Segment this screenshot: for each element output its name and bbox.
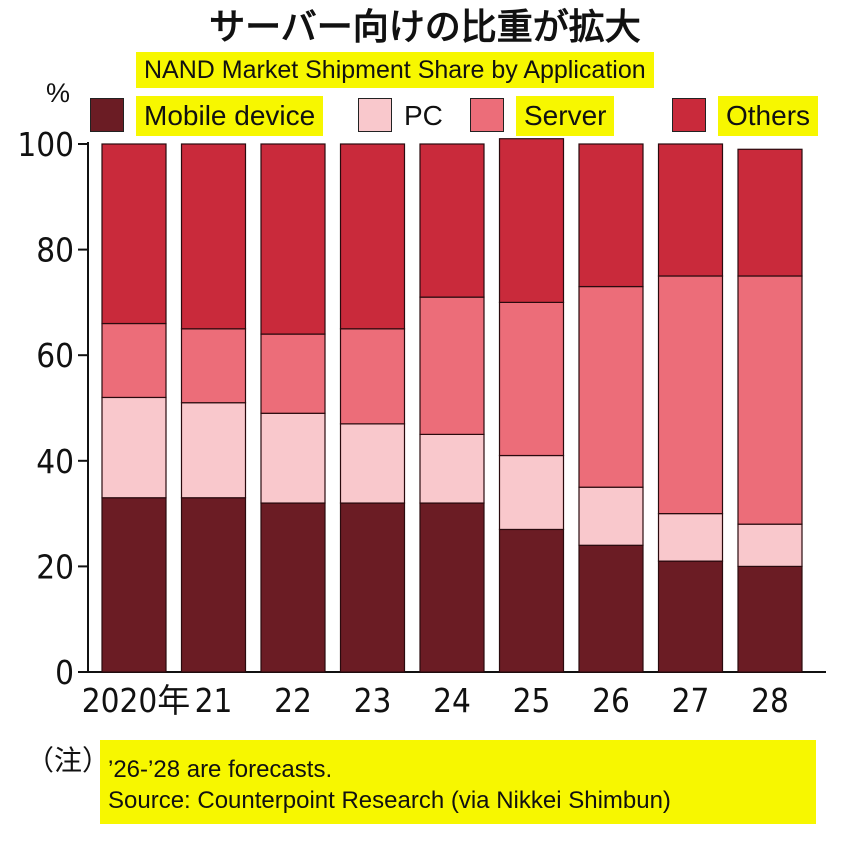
bar-segment-mobile-device-8: [738, 566, 802, 672]
legend-swatch-server: [470, 98, 504, 132]
bar-segment-pc-3: [341, 424, 405, 503]
bar-segment-others-5: [500, 139, 564, 303]
bar-segment-others-7: [659, 144, 723, 276]
y-tick-label-20: 20: [36, 547, 74, 586]
bar-segment-others-3: [341, 144, 405, 329]
x-tick-label-4: 24: [433, 681, 471, 720]
bar-segment-pc-7: [659, 514, 723, 562]
chart-title: サーバー向けの比重が拡大: [0, 4, 850, 52]
bar-segment-pc-8: [738, 524, 802, 566]
bar-segment-pc-1: [182, 403, 246, 498]
legend-swatch-others: [672, 98, 706, 132]
bar-segment-server-4: [420, 297, 484, 434]
legend-swatch-pc: [358, 98, 392, 132]
bar-segment-mobile-device-7: [659, 561, 723, 672]
bar-segment-pc-5: [500, 456, 564, 530]
legend-swatch-mobile-device: [90, 98, 124, 132]
x-tick-label-0: 2020年: [82, 681, 191, 720]
bar-segment-mobile-device-0: [102, 498, 166, 672]
y-tick-label-40: 40: [36, 442, 74, 481]
note-box: ’26-’28 are forecasts. Source: Counterpo…: [100, 740, 816, 824]
bar-segment-others-0: [102, 144, 166, 324]
unit-label: %: [46, 78, 70, 109]
bar-segment-mobile-device-1: [182, 498, 246, 672]
y-tick-label-60: 60: [36, 336, 74, 375]
note-forecast-line: ’26-’28 are forecasts.: [108, 754, 808, 785]
x-tick-label-8: 28: [751, 681, 789, 720]
bar-segment-mobile-device-5: [500, 529, 564, 672]
bar-segment-server-8: [738, 276, 802, 524]
x-tick-label-2: 22: [274, 681, 312, 720]
y-tick-label-0: 0: [55, 653, 74, 692]
bar-segment-pc-6: [579, 487, 643, 545]
bar-segment-server-0: [102, 324, 166, 398]
note-source-line: Source: Counterpoint Research (via Nikke…: [108, 785, 808, 816]
x-tick-label-6: 26: [592, 681, 630, 720]
bar-segment-server-6: [579, 287, 643, 488]
bar-segment-others-8: [738, 149, 802, 276]
bar-segment-server-1: [182, 329, 246, 403]
bar-segment-server-5: [500, 302, 564, 455]
bar-segment-mobile-device-3: [341, 503, 405, 672]
bar-segment-mobile-device-6: [579, 545, 643, 672]
y-tick-label-80: 80: [36, 231, 74, 270]
note-prefix: （注）: [26, 744, 110, 778]
bar-segment-pc-2: [261, 413, 325, 503]
stacked-bar-chart: 0 20 40 60 80 100 2020年21 22 23 24 25 26 27 28: [0, 130, 850, 740]
y-tick-label-100: 100: [17, 130, 74, 164]
bar-segment-others-6: [579, 144, 643, 287]
bar-segment-server-3: [341, 329, 405, 424]
bar-segment-others-2: [261, 144, 325, 334]
x-tick-label-5: 25: [513, 681, 551, 720]
bar-segment-mobile-device-2: [261, 503, 325, 672]
x-tick-label-1: 21: [195, 681, 233, 720]
bar-segment-pc-0: [102, 397, 166, 497]
chart-subtitle: NAND Market Shipment Share by Applicatio…: [136, 52, 654, 88]
x-tick-label-7: 27: [672, 681, 710, 720]
bar-segment-others-1: [182, 144, 246, 329]
x-tick-label-3: 23: [354, 681, 392, 720]
bar-segment-others-4: [420, 144, 484, 297]
bar-segment-pc-4: [420, 434, 484, 503]
bar-segment-mobile-device-4: [420, 503, 484, 672]
bar-segment-server-2: [261, 334, 325, 413]
bar-segment-server-7: [659, 276, 723, 514]
